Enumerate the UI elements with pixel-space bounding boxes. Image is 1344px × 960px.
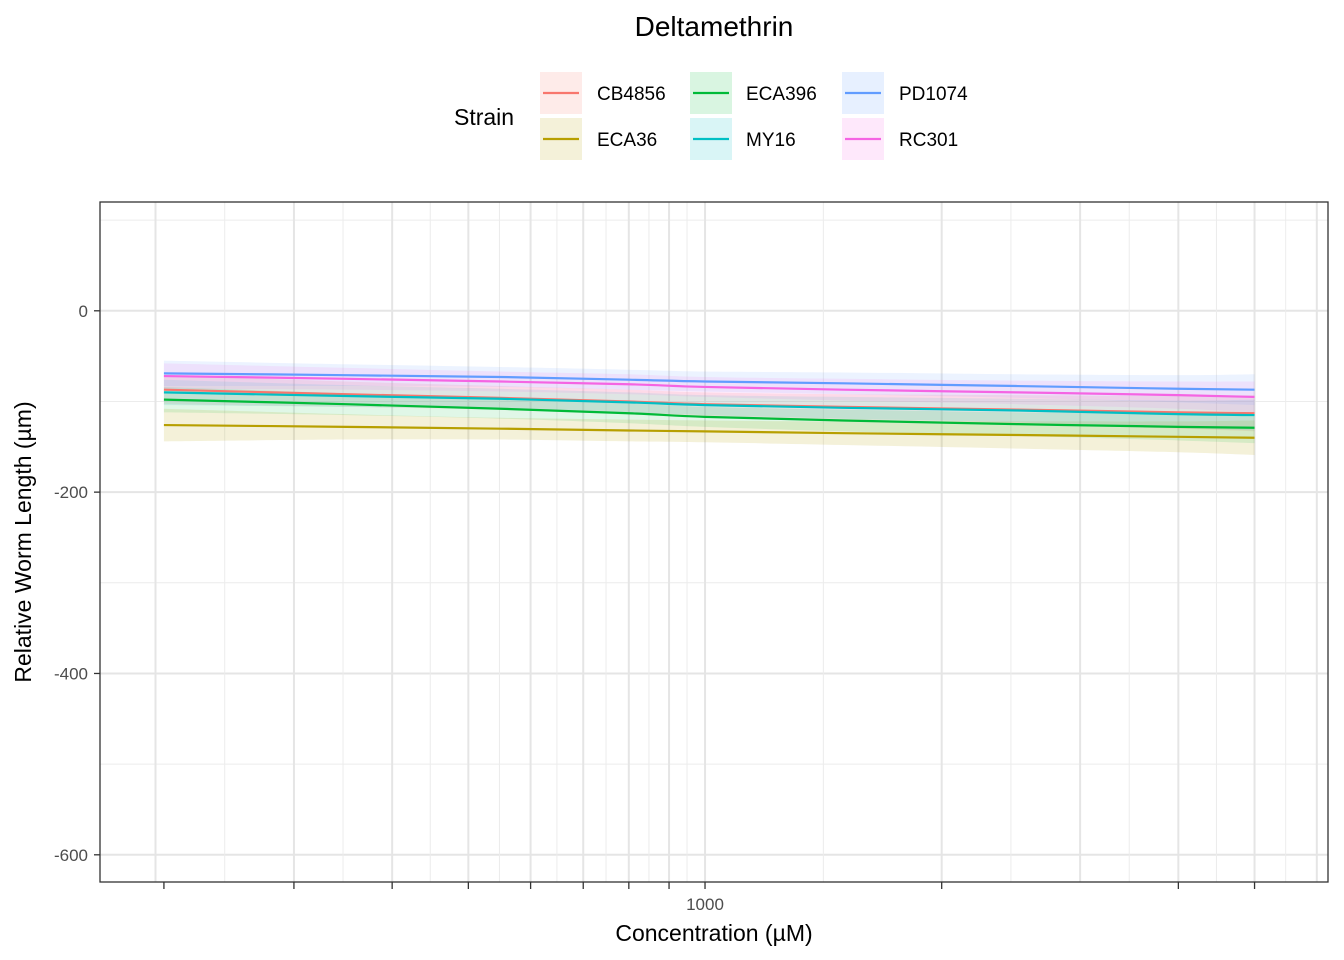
y-tick-label: 0 — [79, 302, 88, 321]
panel-border — [99, 201, 1329, 883]
legend-label: RC301 — [899, 130, 958, 151]
plot-panel — [99, 201, 1329, 883]
gridlines — [100, 202, 1328, 882]
band-pd1074 — [163, 360, 1255, 406]
legend-label: CB4856 — [597, 84, 666, 105]
legend-label: MY16 — [746, 130, 796, 151]
line-eca36 — [163, 423, 1255, 439]
line-pd1074 — [163, 372, 1255, 391]
legend-item-eca36: ECA36 — [540, 118, 657, 160]
line-my16 — [163, 391, 1255, 417]
line-eca396 — [163, 398, 1255, 429]
line-rc301 — [163, 374, 1255, 399]
x-axis-title: Concentration (µM) — [615, 920, 812, 946]
y-tick-label: -200 — [54, 483, 88, 502]
legend-item-rc301: RC301 — [842, 118, 958, 160]
band-eca396 — [163, 386, 1255, 444]
y-tick-label: -600 — [54, 846, 88, 865]
legend-title: Strain — [454, 104, 514, 130]
legend-label: ECA36 — [597, 130, 657, 151]
legend-label: ECA396 — [746, 84, 817, 105]
legend-item-cb4856: CB4856 — [540, 72, 666, 114]
y-tick-label: -400 — [54, 664, 88, 683]
y-axis-title: Relative Worm Length (µm) — [10, 401, 36, 682]
x-tick-label: 1000 — [686, 895, 724, 914]
legend-label: PD1074 — [899, 84, 968, 105]
axes: 0 -200 -400 -600 1000 — [54, 302, 1256, 914]
legend-item-my16: MY16 — [690, 118, 796, 160]
chart-title: Deltamethrin — [635, 11, 794, 42]
legend-item-pd1074: PD1074 — [842, 72, 968, 114]
series-lines — [163, 372, 1255, 439]
legend-item-eca396: ECA396 — [690, 72, 817, 114]
legend: Strain CB4856 ECA36 ECA396 MY16 PD1074 RC301 — [454, 72, 968, 160]
